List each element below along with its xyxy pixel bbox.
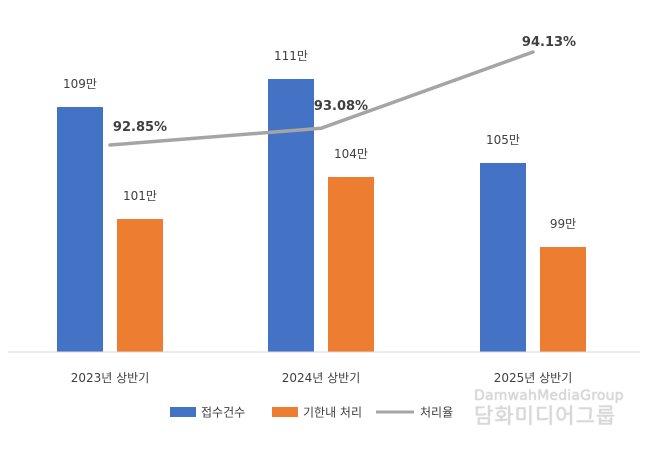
receipts-bar-1 — [268, 79, 314, 352]
receipts-label-0: 109만 — [63, 77, 97, 91]
bar-data-labels: 109만 111만 105만 101만 104만 99만 — [63, 49, 576, 231]
ontime-bar-2 — [540, 247, 586, 352]
receipts-label-1: 111만 — [274, 49, 308, 63]
ontime-label-0: 101만 — [123, 189, 157, 203]
series-rate-line — [108, 50, 535, 147]
receipts-bar-2 — [480, 163, 526, 352]
rate-data-labels: 92.85% 93.08% 94.13% — [113, 35, 576, 135]
rate-label-0: 92.85% — [113, 120, 167, 135]
ontime-label-2: 99만 — [550, 217, 576, 231]
watermark-ko: 담화미디어그룹 — [474, 404, 617, 429]
legend-swatch-0 — [170, 407, 196, 417]
ontime-label-1: 104만 — [334, 147, 368, 161]
series-ontime-bars — [117, 177, 586, 352]
category-label-1: 2024년 상반기 — [282, 371, 361, 385]
watermark-en: DamwahMediaGroup — [474, 388, 624, 404]
watermark: DamwahMediaGroup 담화미디어그룹 — [474, 388, 644, 428]
legend-label-1: 기한내 처리 — [303, 406, 362, 420]
receipts-label-2: 105만 — [486, 133, 520, 147]
series-receipts-bars — [57, 79, 526, 352]
category-label-0: 2023년 상반기 — [71, 371, 150, 385]
legend-label-0: 접수건수 — [201, 406, 245, 420]
ontime-bar-1 — [328, 177, 374, 352]
ontime-bar-0 — [117, 219, 163, 352]
legend: 접수건수 기한내 처리 처리율 — [170, 406, 453, 420]
legend-label-2: 처리율 — [420, 406, 453, 420]
category-labels: 2023년 상반기 2024년 상반기 2025년 상반기 — [71, 371, 573, 385]
rate-label-2: 94.13% — [522, 35, 576, 50]
legend-swatch-1 — [272, 407, 298, 417]
category-label-2: 2025년 상반기 — [494, 371, 573, 385]
receipts-bar-0 — [57, 107, 103, 352]
rate-label-1: 93.08% — [314, 99, 368, 114]
